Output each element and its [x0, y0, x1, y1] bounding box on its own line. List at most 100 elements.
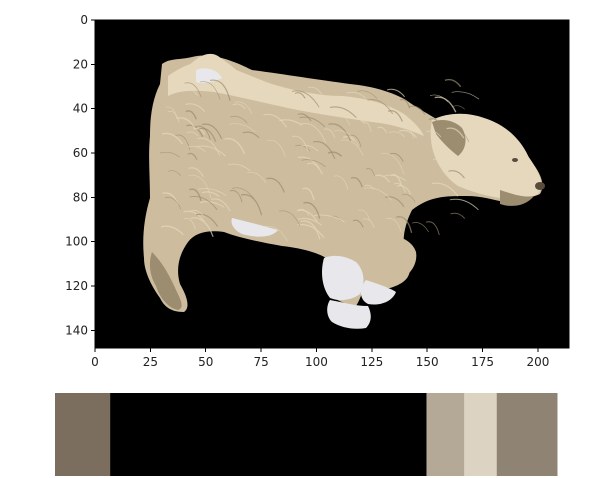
- fur-stroke: [198, 127, 217, 142]
- fur-stroke: [297, 208, 310, 216]
- x-tick-label: 100: [305, 355, 328, 369]
- palette-swatch: [496, 393, 558, 476]
- fur-stroke: [263, 113, 287, 128]
- fur-stroke: [367, 99, 394, 115]
- fur-stroke: [279, 119, 303, 126]
- fur-stroke: [164, 197, 182, 210]
- fur-stroke: [201, 123, 223, 139]
- fur-stroke: [199, 201, 225, 208]
- fur-stroke: [261, 94, 287, 104]
- fur-stroke: [185, 110, 197, 120]
- dog-white-patch-left: [196, 68, 222, 83]
- dog-image: [143, 53, 545, 329]
- fur-stroke: [386, 217, 402, 232]
- y-tick-label: 120: [65, 279, 88, 293]
- dog-fur-strokes: [159, 78, 480, 242]
- fur-stroke: [328, 123, 352, 142]
- fur-stroke: [426, 130, 442, 138]
- fur-stroke: [352, 219, 364, 228]
- fur-stroke: [201, 191, 220, 198]
- dog-back-leg: [149, 252, 182, 310]
- fur-stroke: [399, 98, 411, 109]
- fur-stroke: [197, 137, 221, 156]
- fur-stroke: [198, 188, 227, 196]
- x-tick-label: 25: [143, 355, 158, 369]
- fur-stroke: [160, 225, 184, 236]
- fur-stroke: [167, 111, 180, 124]
- fur-stroke: [398, 129, 418, 138]
- fur-stroke: [401, 194, 416, 203]
- palette-swatch: [110, 393, 427, 476]
- dog-paw-white: [327, 300, 371, 329]
- x-tick-label: 0: [91, 355, 99, 369]
- dog-fur-top: [168, 61, 424, 136]
- fur-stroke: [298, 102, 319, 112]
- fur-stroke: [185, 103, 206, 112]
- fur-stroke: [187, 145, 206, 152]
- fur-stroke: [302, 187, 315, 201]
- fur-stroke: [209, 79, 231, 101]
- y-tick-label: 60: [73, 146, 88, 160]
- fur-stroke: [357, 90, 378, 99]
- x-tick-label: 75: [253, 355, 268, 369]
- fur-stroke: [301, 123, 326, 143]
- fur-stroke: [184, 82, 202, 98]
- fur-stroke: [224, 137, 246, 155]
- dog-front-paw: [360, 280, 396, 305]
- fur-stroke: [408, 105, 426, 115]
- fur-stroke: [346, 116, 366, 125]
- fur-stroke: [385, 196, 405, 208]
- fur-stroke: [333, 175, 349, 190]
- fur-stroke: [229, 123, 256, 133]
- fur-stroke: [196, 145, 227, 157]
- fur-stroke: [188, 174, 212, 198]
- y-tick-label: 40: [73, 102, 88, 116]
- fur-stroke: [258, 82, 269, 92]
- fur-stroke: [450, 212, 466, 219]
- fur-stroke: [444, 78, 462, 88]
- fur-stroke: [234, 101, 253, 114]
- fur-stroke: [231, 187, 254, 199]
- fur-stroke: [186, 131, 199, 137]
- fur-stroke: [380, 153, 405, 175]
- palette-swatch: [464, 393, 498, 476]
- fur-stroke: [296, 209, 318, 222]
- fur-stroke: [387, 110, 403, 122]
- fur-stroke: [210, 198, 231, 212]
- fur-stroke: [165, 106, 178, 120]
- x-tick-label: 125: [360, 355, 383, 369]
- fur-stroke: [183, 218, 196, 230]
- fur-stroke: [190, 209, 205, 218]
- fur-stroke: [187, 152, 198, 160]
- plot-frame: [94, 19, 570, 349]
- y-axis: 0 20 40 60 80 100 120 140: [65, 13, 95, 337]
- fur-stroke: [330, 111, 351, 126]
- dog-ear: [432, 120, 466, 156]
- fur-stroke: [263, 225, 288, 242]
- fur-stroke: [390, 174, 402, 186]
- dog-white-patch-belly: [231, 218, 278, 237]
- fur-stroke: [168, 170, 181, 177]
- fur-stroke: [229, 190, 243, 203]
- fur-stroke: [312, 141, 336, 160]
- fur-stroke: [377, 126, 388, 134]
- fur-stroke: [386, 88, 405, 98]
- dog-muzzle-shadow: [500, 190, 534, 206]
- palette-swatch: [426, 393, 465, 476]
- fur-stroke: [451, 91, 480, 100]
- fur-stroke: [242, 131, 260, 139]
- fur-stroke: [301, 159, 326, 167]
- x-tick-label: 200: [527, 355, 550, 369]
- fur-stroke: [388, 131, 406, 138]
- fur-stroke: [449, 198, 479, 211]
- fur-stroke: [195, 213, 219, 227]
- fur-stroke: [395, 121, 415, 139]
- fur-stroke: [452, 105, 466, 110]
- fur-stroke: [294, 92, 306, 99]
- fur-stroke: [266, 139, 286, 157]
- fur-stroke: [362, 104, 376, 113]
- fur-stroke: [297, 113, 312, 122]
- fur-stroke: [266, 177, 285, 193]
- fur-stroke: [227, 163, 251, 172]
- fur-stroke: [300, 220, 321, 240]
